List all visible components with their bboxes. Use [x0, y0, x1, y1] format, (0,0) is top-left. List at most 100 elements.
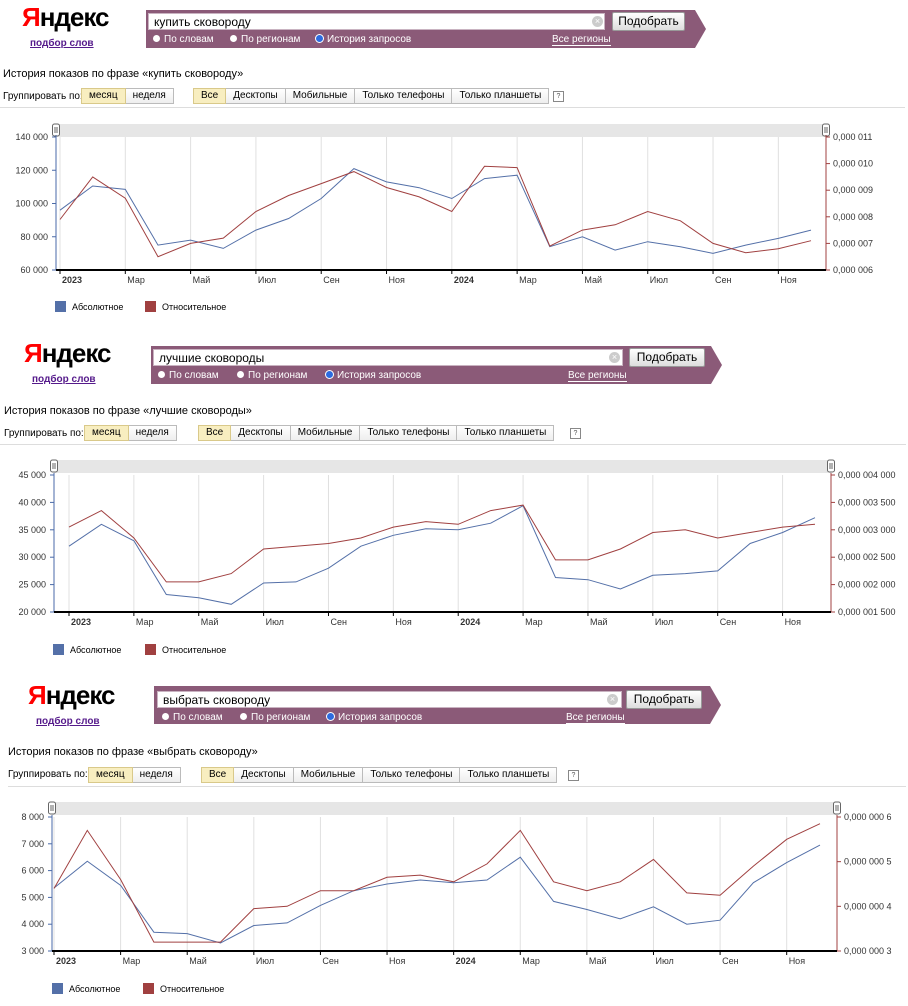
- y-tick-label-right: 0,000 002 000: [838, 580, 896, 590]
- x-tick-label: Июл: [266, 617, 284, 627]
- x-tick-label: 2024: [456, 956, 476, 966]
- y-tick-label-right: 0,000 009: [833, 185, 873, 195]
- device-tabs: Все Десктопы Мобильные Только телефоны Т…: [193, 88, 550, 104]
- search-input[interactable]: лучшие сковороды: [153, 349, 623, 366]
- y-tick-label-right: 0,000 010: [833, 159, 873, 169]
- group-week[interactable]: неделя: [125, 88, 174, 104]
- radio-history[interactable]: История запросов: [316, 34, 411, 45]
- group-month[interactable]: месяц: [88, 767, 133, 783]
- help-icon[interactable]: ?: [553, 91, 564, 102]
- group-month[interactable]: месяц: [81, 88, 126, 104]
- group-label: Группировать по:: [8, 769, 88, 780]
- x-tick-label: Май: [589, 956, 607, 966]
- group-label: Группировать по:: [3, 91, 83, 102]
- yandex-logo[interactable]: Яндекс: [22, 2, 109, 32]
- legend-absolute: Абсолютное: [53, 644, 121, 655]
- yandex-logo[interactable]: Яндекс: [24, 338, 111, 368]
- x-tick-label: Ноя: [395, 617, 412, 627]
- tab-all[interactable]: Все: [201, 767, 235, 783]
- x-tick-label: Июл: [258, 275, 276, 285]
- y-tick-label-right: 0,000 001 500: [838, 607, 896, 617]
- search-input[interactable]: выбрать сковороду: [157, 691, 622, 708]
- y-tick-label-left: 3 000: [21, 946, 44, 956]
- y-tick-label-left: 120 000: [15, 165, 48, 175]
- chart-2: 2023 Мар Май Июл Сен Ноя 2024 Мар Май Июл Сен Ноя 20…: [18, 459, 896, 627]
- x-tick-label: 2023: [56, 956, 76, 966]
- search-button[interactable]: Подобрать: [629, 348, 705, 367]
- radio-history[interactable]: История запросов: [326, 370, 421, 381]
- tab-mobile[interactable]: Мобильные: [293, 767, 364, 783]
- tab-mobile[interactable]: Мобильные: [290, 425, 361, 441]
- radio-history[interactable]: История запросов: [327, 712, 422, 723]
- chart-1: 2023 Мар Май Июл Сен Ноя 2024 Мар Май Июл Сен Ноя 60…: [15, 123, 873, 285]
- legend-swatch-absolute: [52, 983, 63, 994]
- radio-by-regions[interactable]: По регионам: [240, 712, 310, 723]
- help-icon[interactable]: ?: [570, 428, 581, 439]
- podbor-link[interactable]: подбор слов: [32, 374, 96, 385]
- tab-tablets[interactable]: Только планшеты: [457, 425, 555, 441]
- regions-link[interactable]: Все регионы: [552, 34, 611, 46]
- radio-by-regions[interactable]: По регионам: [230, 34, 300, 45]
- group-month[interactable]: месяц: [84, 425, 129, 441]
- radio-by-words[interactable]: По словам: [158, 370, 219, 381]
- navigator-handle-right[interactable]: [822, 123, 830, 137]
- regions-link[interactable]: Все регионы: [566, 712, 625, 724]
- y-tick-label-left: 35 000: [18, 525, 46, 535]
- search-input[interactable]: купить сковороду: [148, 13, 605, 30]
- legend-absolute: Абсолютное: [52, 983, 120, 994]
- podbor-link[interactable]: подбор слов: [30, 38, 94, 49]
- y-tick-label-left: 20 000: [18, 607, 46, 617]
- clear-icon[interactable]: ×: [607, 694, 618, 705]
- history-title: История показов по фразе «выбрать сковор…: [8, 746, 258, 758]
- y-tick-label-right: 0,000 004 000: [838, 470, 896, 480]
- series-line-absolute: [53, 844, 821, 944]
- tab-all[interactable]: Все: [198, 425, 232, 441]
- tab-desktop[interactable]: Десктопы: [226, 88, 286, 104]
- radio-by-regions[interactable]: По регионам: [237, 370, 307, 381]
- tab-phones[interactable]: Только телефоны: [360, 425, 458, 441]
- chart-3: 2023 Мар Май Июл Сен Ноя 2024 Мар Май Июл Сен Ноя 3 …: [21, 801, 892, 966]
- legend-relative: Относительное: [145, 644, 226, 655]
- tab-all[interactable]: Все: [193, 88, 227, 104]
- x-tick-label: Май: [193, 275, 211, 285]
- y-tick-label-left: 80 000: [20, 232, 48, 242]
- tab-desktop[interactable]: Десктопы: [234, 767, 294, 783]
- navigator-handle-right[interactable]: [833, 801, 841, 815]
- group-week[interactable]: неделя: [128, 425, 177, 441]
- tab-tablets[interactable]: Только планшеты: [460, 767, 558, 783]
- navigator-handle-left[interactable]: [52, 123, 60, 137]
- legend-swatch-relative: [143, 983, 154, 994]
- y-tick-label-left: 8 000: [21, 812, 44, 822]
- radio-by-words[interactable]: По словам: [162, 712, 223, 723]
- group-label: Группировать по:: [4, 428, 84, 439]
- navigator-handle-left[interactable]: [50, 459, 58, 473]
- regions-link[interactable]: Все регионы: [568, 370, 627, 382]
- navigator-handle-right[interactable]: [827, 459, 835, 473]
- tab-tablets[interactable]: Только планшеты: [452, 88, 550, 104]
- tab-phones[interactable]: Только телефоны: [363, 767, 461, 783]
- series-line-relative: [68, 504, 816, 583]
- search-button[interactable]: Подобрать: [626, 690, 702, 709]
- tab-mobile[interactable]: Мобильные: [285, 88, 356, 104]
- podbor-link[interactable]: подбор слов: [36, 716, 100, 727]
- y-tick-label-right: 0,000 000 5: [844, 857, 892, 867]
- clear-icon[interactable]: ×: [592, 16, 603, 27]
- y-tick-label-right: 0,000 002 500: [838, 552, 896, 562]
- y-tick-label-left: 7 000: [21, 839, 44, 849]
- tab-phones[interactable]: Только телефоны: [355, 88, 453, 104]
- group-tabs: месяц неделя: [81, 88, 174, 104]
- tab-desktop[interactable]: Десктопы: [231, 425, 291, 441]
- yandex-logo[interactable]: Яндекс: [28, 680, 115, 710]
- navigator-handle-left[interactable]: [48, 801, 56, 815]
- y-tick-label-left: 6 000: [21, 866, 44, 876]
- search-button[interactable]: Подобрать: [612, 12, 685, 31]
- y-tick-label-left: 40 000: [18, 497, 46, 507]
- y-tick-label-right: 0,000 008: [833, 212, 873, 222]
- x-tick-label: Ноя: [389, 956, 406, 966]
- y-tick-label-right: 0,000 006: [833, 265, 873, 275]
- radio-by-words[interactable]: По словам: [153, 34, 214, 45]
- group-week[interactable]: неделя: [132, 767, 181, 783]
- legend-swatch-absolute: [53, 644, 64, 655]
- help-icon[interactable]: ?: [568, 770, 579, 781]
- clear-icon[interactable]: ×: [609, 352, 620, 363]
